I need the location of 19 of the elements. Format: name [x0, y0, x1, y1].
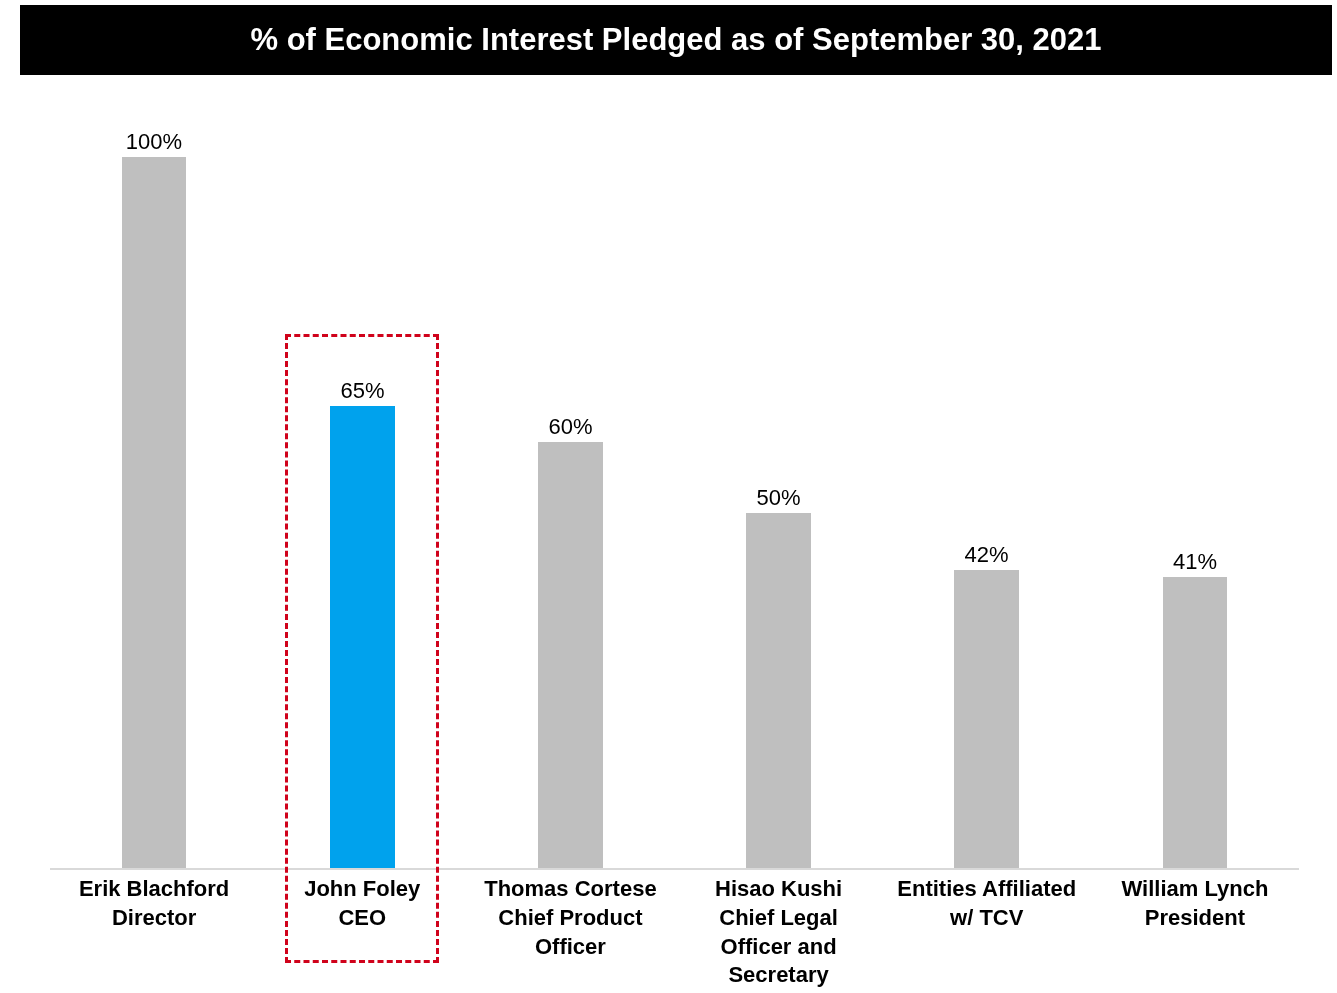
data-label: 100%: [125, 129, 183, 154]
x-tick-label: Hisao Kushi Chief Legal Officer and Secretary: [715, 876, 843, 988]
data-label: 42%: [964, 542, 1009, 567]
x-tick-label: Erik Blachford Director: [78, 876, 230, 930]
bar: [746, 513, 811, 868]
data-label: 60%: [548, 414, 593, 439]
x-tick-label: William Lynch President: [1121, 876, 1269, 930]
bar: [954, 570, 1019, 868]
bar: [330, 406, 395, 868]
x-tick-label: John Foley CEO: [304, 876, 422, 930]
data-label: 41%: [1172, 549, 1218, 574]
chart-title: % of Economic Interest Pledged as of September 30, 2021: [20, 5, 1332, 75]
x-tick-label: Thomas Cortese Chief Product Officer: [484, 876, 657, 959]
data-label: 50%: [756, 485, 801, 510]
x-tick-label: Entities Affiliated w/ TCV: [897, 876, 1077, 930]
bar: [538, 442, 603, 868]
bar: [1163, 577, 1227, 868]
bar: [122, 157, 186, 868]
data-label: 65%: [340, 378, 385, 403]
